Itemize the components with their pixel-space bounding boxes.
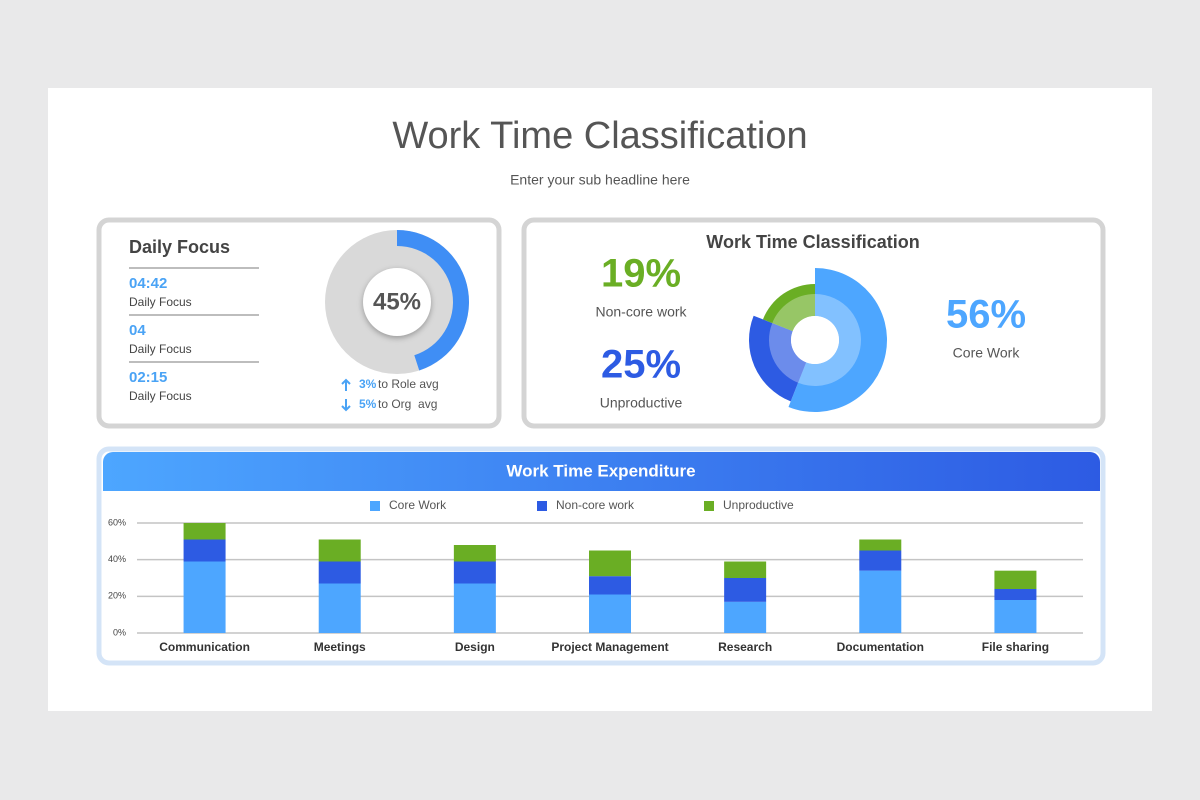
bar-segment [859,550,902,571]
pie-slice [749,315,807,402]
pie-category-label: Core Work [953,345,1021,361]
bar-segment [589,594,631,633]
comparison-change: 5% [359,397,377,411]
bar-segment [318,539,361,562]
focus-label: Daily Focus [129,389,192,403]
focus-label: Daily Focus [129,295,192,309]
comparison-text: to Org avg [378,397,437,411]
x-tick-label: Design [455,640,495,654]
arrow-up [341,378,351,391]
page-title: Work Time Classification [392,115,807,157]
pie-slice-inner [798,294,861,386]
expenditure-title: Work Time Expenditure [506,461,695,480]
bar-segment [724,578,767,602]
legend-label: Unproductive [723,498,794,512]
bar-segment [859,570,902,633]
focus-value: 04 [129,322,146,339]
donut-arc [397,230,469,371]
bar-segment [994,600,1037,633]
classification-title: Work Time Classification [706,232,919,252]
page-subtitle: Enter your sub headline here [510,172,690,188]
bar-segment [724,561,767,578]
comparison-text: to Role avg [378,377,439,391]
bar-segment [318,561,361,584]
y-tick-label: 0% [113,627,126,637]
pie-value-label: 56% [946,293,1026,337]
bar-segment [994,589,1037,600]
pie-category-label: Unproductive [600,395,683,411]
comparison-change: 3% [359,377,377,391]
x-tick-label: Documentation [837,640,924,654]
donut-hole [363,268,431,336]
legend-swatch [704,501,714,511]
bar-segment [183,539,226,562]
bar-segment [453,561,496,584]
bar-segment [183,523,226,540]
bar-segment [859,539,902,551]
bar-segment [183,561,226,633]
x-tick-label: File sharing [982,640,1049,654]
bar-segment [453,545,496,562]
y-tick-label: 40% [108,554,126,564]
pie-slice [788,268,888,413]
bar-segment [724,601,767,633]
y-tick-label: 60% [108,517,126,527]
daily-focus-title: Daily Focus [129,237,230,257]
pie-value-label: 25% [601,343,681,387]
y-tick-label: 20% [108,591,126,601]
legend-swatch [537,501,547,511]
pie-slice [762,284,815,332]
focus-label: Daily Focus [129,342,192,356]
pie-slice-inner [769,323,807,383]
pie-hole [791,316,839,364]
legend-swatch [370,501,380,511]
x-tick-label: Meetings [314,640,366,654]
pie-category-label: Non-core work [595,304,687,320]
legend-label: Core Work [389,498,447,512]
arrow-down [341,399,351,412]
bar-segment [318,583,361,633]
expenditure-header [103,452,1100,491]
bar-segment [589,576,631,595]
bar-segment [453,583,496,633]
bar-segment [994,570,1037,589]
bar-segment [589,550,631,577]
legend-label: Non-core work [556,498,635,512]
focus-value: 04:42 [129,275,167,292]
donut-label: 45% [373,288,421,315]
pie-value-label: 19% [601,252,681,296]
pie-slice-inner [772,294,815,332]
x-tick-label: Communication [159,640,250,654]
x-tick-label: Project Management [551,640,668,654]
focus-value: 02:15 [129,369,167,386]
x-tick-label: Research [718,640,772,654]
